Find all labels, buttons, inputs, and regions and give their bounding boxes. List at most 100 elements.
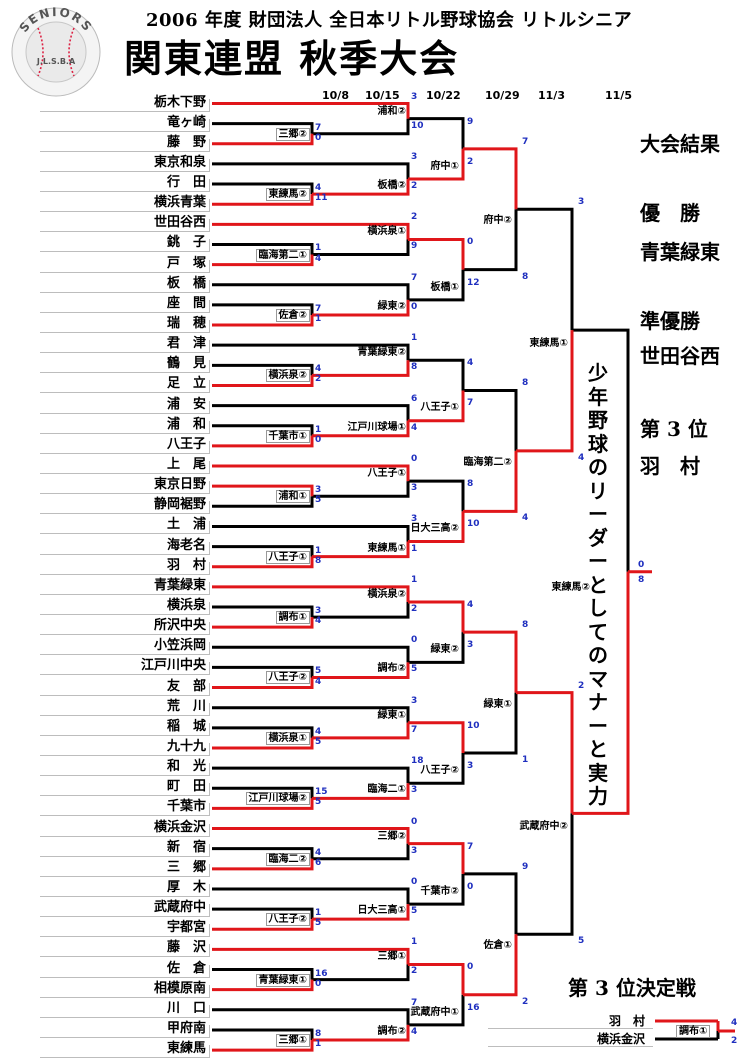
champion-team: 青葉緑東 [640, 240, 720, 264]
score: 7 [315, 303, 322, 314]
score: 1 [411, 937, 418, 948]
score: 4 [467, 599, 474, 610]
bracket-line [312, 722, 410, 740]
header-org-line: 2006 年度 財団法人 全日本リトル野球協会 リトルシニア [146, 10, 633, 31]
score: 7 [411, 997, 418, 1008]
third-place-score: 4 [731, 1018, 738, 1028]
score: 8 [638, 574, 645, 585]
score: 4 [411, 1026, 418, 1037]
venue-label: 三郷① [377, 951, 406, 963]
team-name: 鶴 見 [40, 355, 210, 374]
bracket-line [572, 328, 630, 572]
bracket-line [212, 979, 314, 992]
bracket-line [463, 692, 518, 755]
bracket-line [212, 706, 410, 723]
team-name: 和 光 [40, 758, 210, 777]
team-name: 所沢中央 [40, 617, 210, 636]
team-name: 上 尾 [40, 456, 210, 475]
third-place-score: 2 [731, 1036, 738, 1046]
bracket-line [212, 484, 314, 497]
bracket-line [408, 873, 465, 906]
score: 2 [315, 374, 322, 385]
score: 10 [467, 519, 480, 530]
bracket-line [212, 303, 314, 315]
venue-label: 緑東① [483, 698, 512, 710]
venue-label: 佐倉① [483, 940, 512, 952]
team-name: 座 間 [40, 295, 210, 313]
bracket-line [463, 450, 518, 513]
venue-label: 緑東② [377, 300, 406, 312]
score: 8 [315, 555, 322, 566]
bracket-line [212, 617, 314, 629]
team-name: 戸 塚 [40, 255, 210, 273]
score: 8 [522, 271, 529, 282]
team-name: 相模原南 [40, 980, 210, 998]
score: 2 [578, 680, 585, 691]
bracket-line [212, 677, 314, 690]
score: 15 [315, 787, 328, 798]
score: 7 [467, 841, 474, 852]
slogan-vertical: 少年野球のリーダーとしてのマナーと実力 [588, 361, 608, 808]
bracket-line [212, 363, 314, 376]
venue-label: 横浜泉① [265, 731, 310, 745]
results-heading: 大会結果 [640, 132, 720, 156]
score: 9 [467, 116, 474, 127]
team-name: 新 宿 [40, 839, 210, 857]
bracket-line [516, 330, 574, 453]
bracket-line [212, 524, 410, 542]
venue-label: 横浜泉② [367, 588, 406, 600]
team-name: 銚 子 [40, 234, 210, 253]
bracket-line [212, 726, 314, 738]
venue-label: 東練馬② [551, 581, 590, 593]
score: 5 [411, 664, 418, 675]
team-name: 東京和泉 [40, 154, 210, 172]
score: 4 [315, 847, 322, 858]
score: 7 [522, 136, 529, 147]
bracket-line [408, 632, 465, 664]
score: 4 [315, 726, 322, 737]
bracket-line [572, 571, 630, 815]
runner-up-label: 準優勝 [640, 309, 700, 333]
score: 1 [315, 243, 322, 254]
venue-label: 八王子① [367, 468, 406, 480]
date-label: 10/15 [365, 89, 400, 102]
bracket-line [312, 662, 410, 679]
runner-up-team: 世田谷西 [640, 344, 720, 368]
venue-label: 浦和① [275, 490, 310, 504]
team-name: 羽 村 [40, 557, 210, 575]
bracket-line [212, 798, 314, 810]
score: 8 [522, 620, 529, 631]
team-name: 稲 城 [40, 718, 210, 736]
bracket-line [408, 842, 465, 874]
seniors-logo: SENIORS J.L.S.B.A [11, 6, 101, 97]
bracket-line [212, 314, 314, 327]
bracket-line [212, 283, 410, 300]
venue-label: 横浜泉② [265, 369, 310, 383]
venue-label: 八王子① [265, 550, 310, 564]
bracket-line [212, 968, 314, 980]
bracket-line [212, 947, 410, 965]
score: 4 [522, 513, 529, 524]
score: 7 [411, 272, 418, 283]
team-name: 横浜青葉 [40, 194, 210, 213]
bracket-line [408, 390, 465, 423]
bracket-line [312, 239, 410, 257]
score: 3 [411, 785, 418, 796]
score: 0 [411, 301, 418, 312]
bracket-line [312, 783, 410, 800]
bracket-line [212, 242, 314, 255]
score: 1 [315, 545, 322, 556]
bracket-line [463, 934, 518, 997]
venue-label: 青葉緑東① [255, 973, 310, 987]
score: 0 [411, 816, 418, 827]
team-name: 横浜泉 [40, 597, 210, 615]
team-name: 東練馬 [40, 1040, 210, 1059]
bracket-line [312, 360, 410, 377]
score: 11 [315, 193, 328, 204]
venue-label: 三郷① [275, 1034, 310, 1047]
team-name: 行 田 [40, 174, 210, 193]
bracket-line [212, 133, 314, 146]
bracket-line [212, 102, 410, 119]
score: 2 [411, 212, 418, 223]
